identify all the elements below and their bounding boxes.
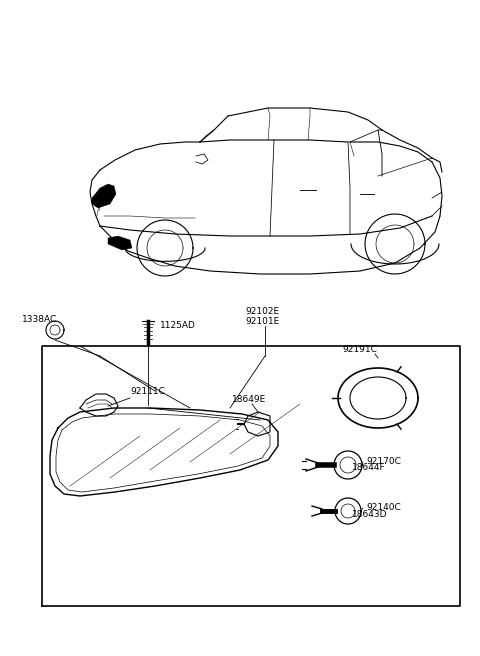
Text: 92170C: 92170C (366, 457, 401, 466)
Polygon shape (108, 236, 132, 250)
Text: 1125AD: 1125AD (160, 321, 196, 331)
Text: 92102E: 92102E (245, 307, 279, 316)
Text: 18643D: 18643D (352, 510, 387, 519)
Text: 92191C: 92191C (342, 345, 377, 354)
Text: 18644F: 18644F (352, 463, 385, 472)
Text: 92101E: 92101E (245, 317, 279, 326)
Polygon shape (92, 184, 116, 208)
Text: 92111C: 92111C (130, 387, 165, 396)
Text: 18649E: 18649E (232, 395, 266, 404)
Text: 92140C: 92140C (366, 504, 401, 512)
Text: 1338AC: 1338AC (22, 315, 57, 324)
